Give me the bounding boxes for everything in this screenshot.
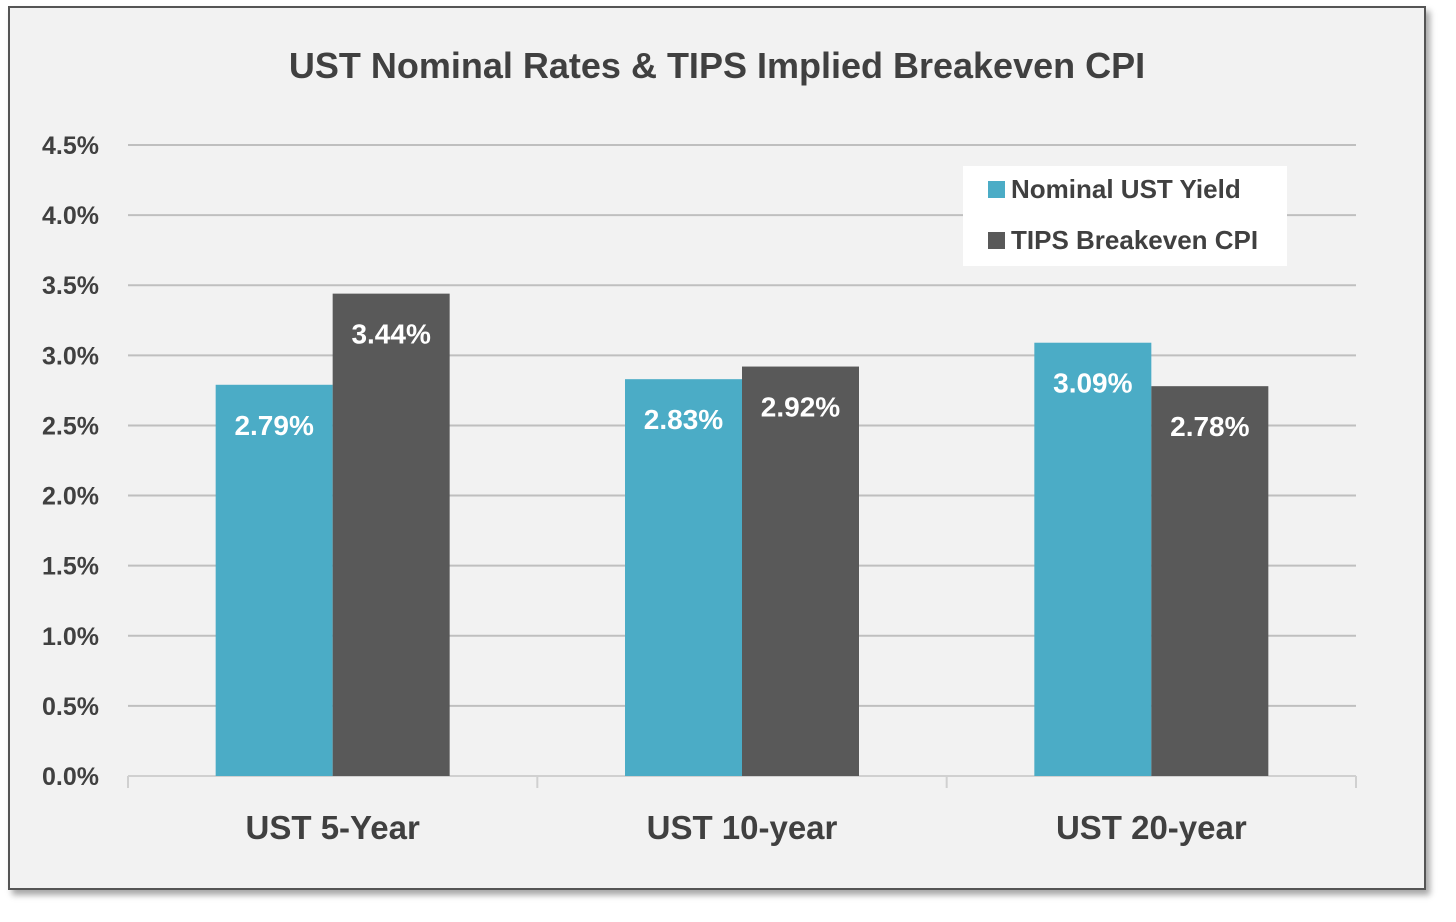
data-label: 2.83% [644, 404, 723, 435]
legend-swatch [988, 181, 1005, 198]
chart-title: UST Nominal Rates & TIPS Implied Breakev… [289, 45, 1145, 86]
bar [1151, 386, 1269, 776]
bar [742, 366, 859, 776]
legend-box [963, 166, 1287, 266]
data-label: 2.78% [1170, 411, 1249, 442]
data-label: 3.44% [351, 319, 430, 350]
y-tick-label: 3.5% [42, 272, 99, 300]
data-label: 2.79% [234, 410, 313, 441]
legend-entry: Nominal UST Yield [1011, 174, 1241, 204]
legend-entry: TIPS Breakeven CPI [1011, 225, 1258, 255]
y-tick-label: 2.5% [42, 412, 99, 440]
x-axis [127, 775, 1357, 788]
y-tick-label: 0.0% [42, 763, 99, 791]
x-category-label: UST 10-year [647, 809, 838, 846]
y-tick-label: 1.5% [42, 553, 99, 581]
x-category-label: UST 20-year [1056, 809, 1247, 846]
bar [1034, 342, 1152, 776]
bar [625, 379, 742, 776]
legend: Nominal UST Yield TIPS Breakeven CPI [963, 166, 1287, 266]
bar [215, 384, 333, 776]
bar [332, 293, 450, 776]
y-tick-label: 3.0% [42, 342, 99, 370]
data-label: 2.92% [761, 392, 840, 423]
bars [215, 293, 1269, 776]
data-labels: 2.79% 3.44% 2.83% 2.92% 3.09% 2.78% [234, 319, 1249, 443]
y-tick-label: 2.0% [42, 483, 99, 511]
y-axis-ticks: 0.0% 0.5% 1.0% 1.5% 2.0% 2.5% 3.0% 3.5% 4.0% 4.5% [42, 132, 99, 791]
category-labels: UST 5-Year UST 10-year UST 20-year [246, 809, 1247, 846]
bar-chart: UST Nominal Rates & TIPS Implied Breakev… [42, 45, 1357, 846]
x-category-label: UST 5-Year [246, 809, 420, 846]
y-tick-label: 4.5% [42, 132, 99, 160]
y-tick-label: 0.5% [42, 693, 99, 721]
legend-swatch [988, 232, 1005, 249]
y-tick-label: 1.0% [42, 623, 99, 651]
y-tick-label: 4.0% [42, 202, 99, 230]
chart-frame: UST Nominal Rates & TIPS Implied Breakev… [8, 6, 1426, 890]
data-label: 3.09% [1053, 368, 1132, 399]
